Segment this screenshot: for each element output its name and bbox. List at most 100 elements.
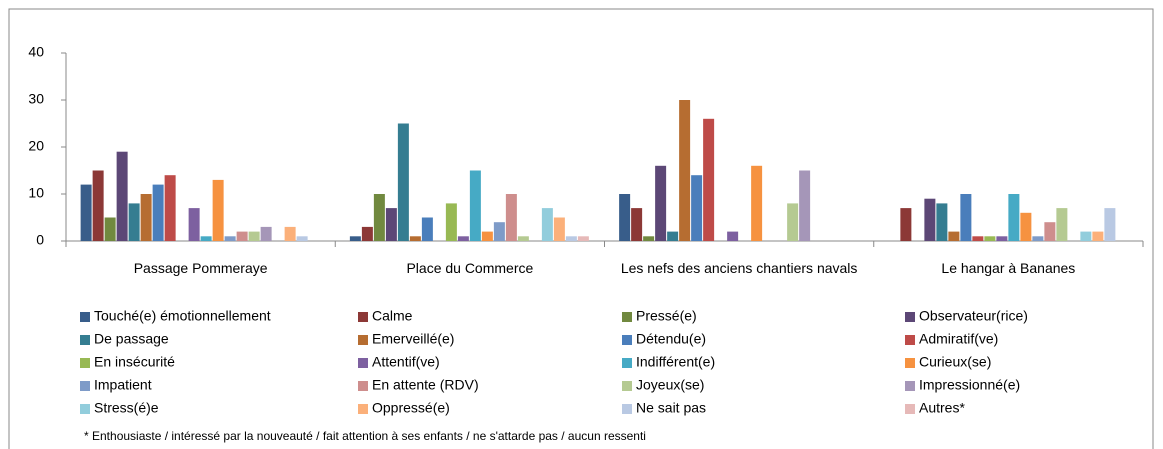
legend-label: Joyeux(se) — [636, 377, 704, 393]
bar — [691, 175, 703, 241]
bar — [296, 236, 308, 241]
legend-label: Ne sait pas — [636, 400, 706, 416]
y-tick-label: 20 — [28, 138, 44, 154]
legend-label: Touché(e) émotionnellement — [94, 308, 271, 324]
bar — [349, 236, 361, 241]
bar — [984, 236, 996, 241]
legend-label: Stress(é)e — [94, 400, 159, 416]
legend-swatch — [358, 381, 368, 391]
legend-swatch — [358, 404, 368, 414]
legend-label: Oppressé(e) — [372, 400, 450, 416]
bar — [1032, 236, 1044, 241]
legend-swatch — [622, 358, 632, 368]
bar — [445, 203, 457, 241]
bar — [200, 236, 212, 241]
y-tick-label: 40 — [28, 44, 44, 60]
legend-label: Autres* — [919, 400, 965, 416]
legend-label: Attentif(ve) — [372, 354, 440, 370]
bar — [619, 194, 631, 241]
legend-label: En attente (RDV) — [372, 377, 479, 393]
chart-frame — [8, 8, 1154, 449]
bar — [104, 217, 116, 241]
bar — [188, 208, 200, 241]
legend-label: Détendu(e) — [636, 331, 706, 347]
bar — [565, 236, 577, 241]
bar — [1092, 231, 1104, 241]
bar — [799, 170, 811, 241]
y-tick-label: 0 — [36, 232, 44, 248]
bar — [787, 203, 799, 241]
legend-label: Curieux(se) — [919, 354, 991, 370]
bar — [996, 236, 1008, 241]
bar — [727, 231, 739, 241]
bar — [469, 170, 481, 241]
bar — [164, 175, 176, 241]
bar — [924, 198, 936, 241]
bar — [703, 118, 715, 241]
legend-label: Calme — [372, 308, 413, 324]
bar — [1056, 208, 1068, 241]
legend-swatch — [80, 381, 90, 391]
bar — [260, 226, 272, 241]
legend-swatch — [905, 312, 915, 322]
bar — [248, 231, 260, 241]
legend-swatch — [358, 335, 368, 345]
bar — [505, 194, 517, 241]
legend-label: Emerveillé(e) — [372, 331, 454, 347]
legend-swatch — [622, 381, 632, 391]
bar — [1008, 194, 1020, 241]
bar — [128, 203, 140, 241]
bar — [361, 226, 373, 241]
bar — [421, 217, 433, 241]
bar — [397, 123, 409, 241]
bar — [385, 208, 397, 241]
legend-swatch — [622, 404, 632, 414]
bar — [643, 236, 655, 241]
bar — [541, 208, 553, 241]
bar — [224, 236, 236, 241]
bar — [152, 184, 164, 241]
bar — [900, 208, 912, 241]
bar — [140, 194, 152, 241]
bar — [679, 100, 691, 241]
legend-swatch — [358, 358, 368, 368]
bar — [373, 194, 385, 241]
legend-label: Indifférent(e) — [636, 354, 715, 370]
bar — [553, 217, 565, 241]
bar — [284, 226, 296, 241]
y-tick-label: 10 — [28, 185, 44, 201]
bar — [212, 179, 224, 241]
bar — [457, 236, 469, 241]
bar — [80, 184, 92, 241]
legend-label: Pressé(e) — [636, 308, 697, 324]
bar — [493, 222, 505, 241]
legend-swatch — [905, 381, 915, 391]
bar — [751, 165, 763, 241]
legend-swatch — [80, 335, 90, 345]
x-tick-label: Place du Commerce — [406, 260, 534, 276]
bar — [409, 236, 421, 241]
footnote: * Enthousiaste / intéressé par la nouvea… — [84, 429, 646, 443]
bar — [1080, 231, 1092, 241]
legend-label: Observateur(rice) — [919, 308, 1028, 324]
legend-swatch — [622, 312, 632, 322]
legend-swatch — [622, 335, 632, 345]
bar — [936, 203, 948, 241]
legend-swatch — [80, 358, 90, 368]
x-tick-label: Passage Pommeraye — [133, 260, 268, 276]
bar — [517, 236, 529, 241]
y-tick-label: 30 — [28, 91, 44, 107]
bar — [481, 231, 493, 241]
legend-swatch — [80, 404, 90, 414]
bar — [1104, 208, 1116, 241]
legend-swatch — [905, 335, 915, 345]
x-tick-label: Les nefs des anciens chantiers navals — [620, 260, 858, 276]
bar — [116, 151, 128, 241]
legend-swatch — [358, 312, 368, 322]
bar — [92, 170, 104, 241]
legend-label: En insécurité — [94, 354, 175, 370]
bar — [236, 231, 248, 241]
legend-label: Admiratif(ve) — [919, 331, 998, 347]
bar — [631, 208, 643, 241]
